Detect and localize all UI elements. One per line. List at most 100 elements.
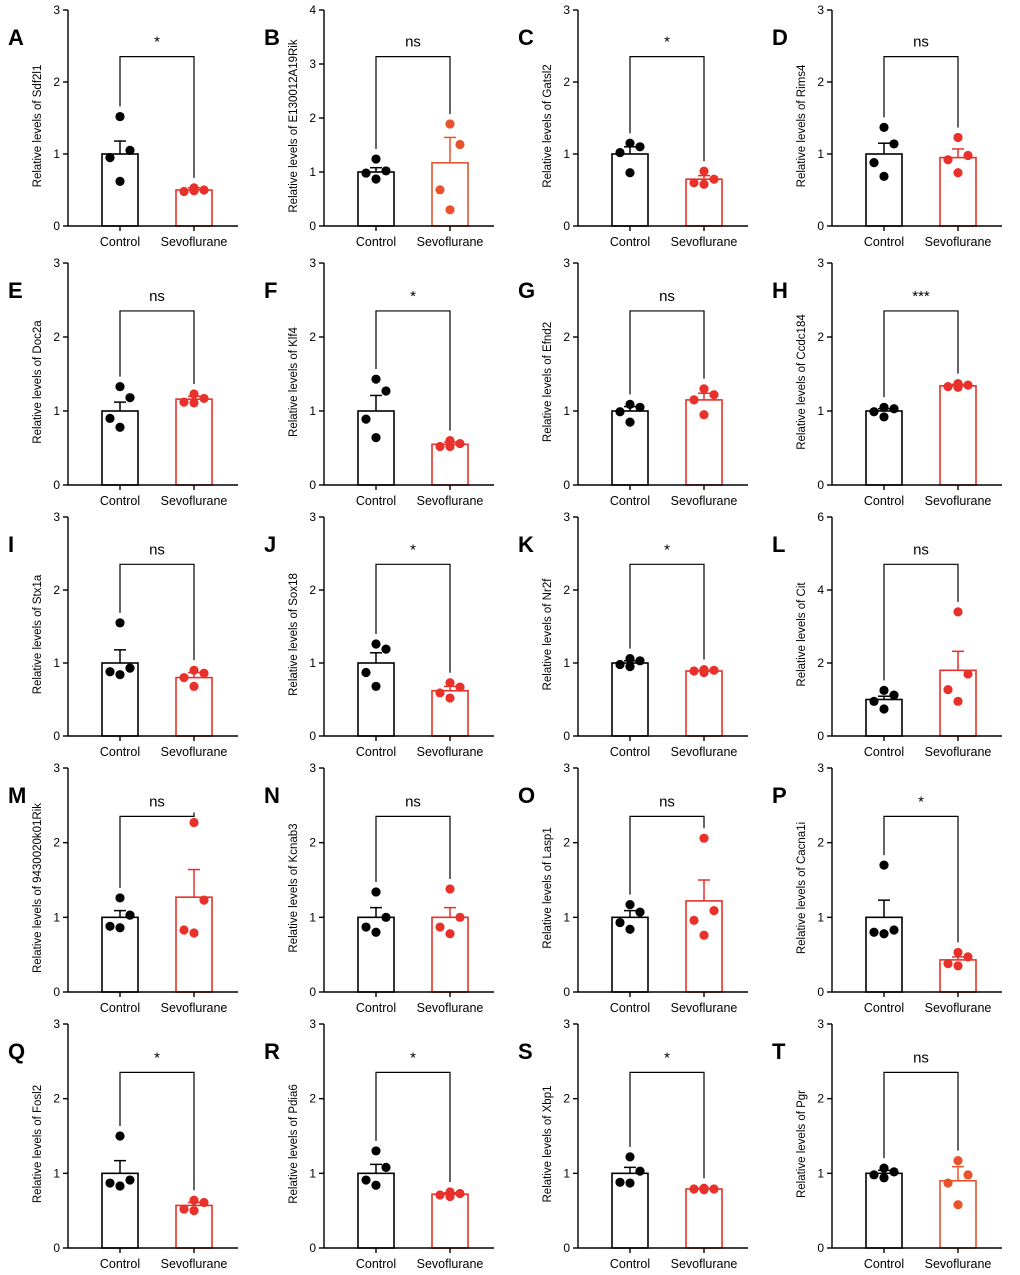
bar-sevoflurane — [175, 189, 213, 227]
data-point-control — [371, 174, 381, 184]
bar-sevoflurane — [431, 1193, 469, 1249]
y-tick-label: 3 — [563, 1017, 570, 1031]
data-point-control — [105, 1178, 115, 1188]
data-point-sevoflurane — [179, 673, 189, 683]
panel-F: F 0 1 2 3 Relative levels of Klf4 Control Sevof… — [264, 256, 494, 508]
data-point-control — [105, 667, 115, 677]
y-tick-label: 3 — [309, 761, 316, 775]
y-axis-label: Relative levels of E130012A19Rik — [288, 39, 300, 212]
data-point-sevoflurane — [689, 395, 699, 405]
data-point-sevoflurane — [189, 665, 199, 675]
x-category-label: Control — [864, 1257, 904, 1271]
data-point-sevoflurane — [435, 922, 445, 932]
panel-letter: P — [772, 783, 787, 808]
panel-D: D 0 1 2 3 Relative levels of Rims4 Control Sevo… — [772, 3, 1002, 249]
significance-bracket — [375, 56, 451, 150]
data-point-sevoflurane — [455, 682, 465, 692]
significance-label: ns — [913, 541, 929, 558]
y-axis-label: Relative levels of Fosl2 — [32, 1085, 44, 1203]
y-axis-label: Relative levels of Nr2f — [542, 578, 554, 691]
y-tick-label: 0 — [53, 219, 60, 233]
panel-A: A 0 1 2 3 Relative levels of Sdf2l1 Control Sev… — [8, 3, 238, 249]
data-point-control — [115, 381, 125, 392]
data-point-control — [879, 929, 889, 939]
data-point-control — [615, 407, 625, 417]
data-point-control — [361, 922, 371, 932]
x-category-label: Sevoflurane — [161, 235, 228, 249]
panel-letter: M — [8, 783, 26, 808]
significance-label: * — [664, 1049, 670, 1066]
significance-bracket — [883, 815, 959, 943]
data-point-sevoflurane — [699, 166, 709, 176]
y-tick-label: 1 — [563, 656, 570, 670]
x-category-label: Control — [356, 235, 396, 249]
data-point-control — [879, 171, 889, 181]
significance-bracket — [375, 815, 451, 882]
panel-letter: D — [772, 25, 788, 50]
y-tick-label: 3 — [563, 510, 570, 524]
data-point-control — [371, 1146, 381, 1156]
data-point-sevoflurane — [189, 928, 199, 938]
data-point-sevoflurane — [689, 915, 699, 925]
data-point-control — [115, 1181, 125, 1191]
x-category-label: Control — [864, 745, 904, 759]
y-tick-label: 1 — [563, 1166, 570, 1180]
y-tick-label: 3 — [309, 510, 316, 524]
data-point-control — [879, 412, 889, 422]
data-point-sevoflurane — [963, 1170, 973, 1180]
y-tick-label: 1 — [563, 404, 570, 418]
data-point-sevoflurane — [189, 1195, 199, 1205]
data-point-sevoflurane — [689, 1184, 699, 1194]
y-tick-label: 0 — [817, 1241, 824, 1255]
y-tick-label: 2 — [53, 836, 60, 850]
data-point-sevoflurane — [953, 961, 963, 971]
y-tick-label: 0 — [309, 219, 316, 233]
data-point-control — [625, 399, 635, 409]
data-point-control — [625, 138, 635, 148]
y-tick-label: 4 — [817, 583, 824, 597]
significance-bracket — [119, 310, 195, 384]
data-point-control — [635, 402, 645, 412]
y-tick-label: 3 — [563, 256, 570, 270]
panel-letter: N — [264, 783, 280, 808]
x-category-label: Sevoflurane — [925, 745, 992, 759]
y-axis-label: Relative levels of Xbp1 — [542, 1086, 554, 1203]
y-tick-label: 0 — [53, 985, 60, 999]
y-tick-label: 1 — [53, 1166, 60, 1180]
x-category-label: Control — [100, 494, 140, 508]
data-point-control — [125, 1175, 135, 1185]
x-category-label: Control — [864, 494, 904, 508]
y-tick-label: 2 — [309, 583, 316, 597]
x-category-label: Control — [610, 745, 650, 759]
data-point-control — [879, 1173, 889, 1183]
significance-bracket — [375, 1071, 451, 1182]
data-point-control — [115, 1131, 125, 1141]
data-point-control — [625, 168, 635, 178]
panel-B: B 0 1 2 3 4 Relative levels of E130012A19Rik Co… — [264, 3, 494, 249]
y-axis-label: Relative levels of Rims4 — [796, 64, 808, 187]
x-category-label: Control — [864, 1001, 904, 1015]
x-category-label: Sevoflurane — [417, 745, 484, 759]
y-tick-label: 2 — [817, 330, 824, 344]
y-tick-label: 2 — [563, 75, 570, 89]
data-point-control — [635, 1166, 645, 1176]
x-category-label: Control — [100, 235, 140, 249]
y-tick-label: 1 — [817, 404, 824, 418]
panel-P: P 0 1 2 3 Relative levels of Cacna1i Control Se… — [772, 761, 1002, 1015]
bar-control — [611, 153, 649, 227]
data-point-control — [625, 924, 635, 934]
data-point-sevoflurane — [943, 1178, 953, 1188]
y-axis-label: Relative levels of Efnd2 — [542, 322, 554, 442]
y-tick-label: 2 — [563, 836, 570, 850]
x-category-label: Sevoflurane — [161, 494, 228, 508]
data-point-control — [115, 618, 125, 628]
y-tick-label: 2 — [53, 583, 60, 597]
data-point-control — [381, 1162, 391, 1172]
data-point-control — [869, 158, 879, 168]
panel-M: M 0 1 2 3 Relative levels of 9430020k01Rik Con… — [8, 761, 238, 1015]
y-tick-label: 2 — [309, 836, 316, 850]
data-point-control — [115, 176, 125, 186]
data-point-control — [889, 139, 899, 149]
y-tick-label: 0 — [817, 219, 824, 233]
panel-letter: C — [518, 25, 534, 50]
